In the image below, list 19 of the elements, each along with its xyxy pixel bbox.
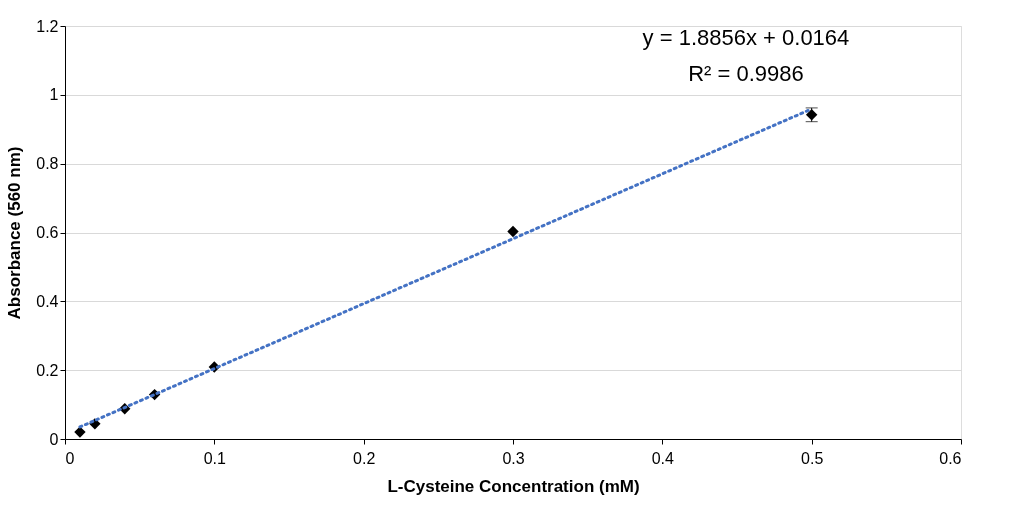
y-tick-label: 0.8	[36, 155, 59, 173]
x-tick-label: 0.5	[801, 449, 824, 467]
y-tick-label: 0.4	[36, 292, 59, 310]
x-tick-label: 0.6	[939, 449, 962, 467]
y-tick-label: 0.6	[36, 224, 59, 241]
x-tick-label: 0	[65, 449, 75, 467]
x-tick-label: 0.3	[502, 449, 525, 467]
annotation: R² = 0.9986	[688, 61, 804, 86]
x-axis-title: L-Cysteine Concentration (mM)	[387, 476, 640, 496]
y-axis-title: Absorbance (560 nm)	[5, 146, 25, 320]
y-tick-label: 1	[49, 86, 59, 104]
annotation: y = 1.8856x + 0.0164	[642, 25, 850, 50]
x-tick-label: 0.1	[203, 449, 227, 467]
x-tick-label: 0.4	[651, 449, 675, 467]
point	[507, 225, 519, 238]
x-tick-label: 0.2	[353, 449, 376, 467]
y-tick-label: 1.2	[36, 17, 59, 35]
y-tick-label: 0.2	[36, 361, 59, 379]
y-tick-label: 0	[49, 430, 59, 448]
